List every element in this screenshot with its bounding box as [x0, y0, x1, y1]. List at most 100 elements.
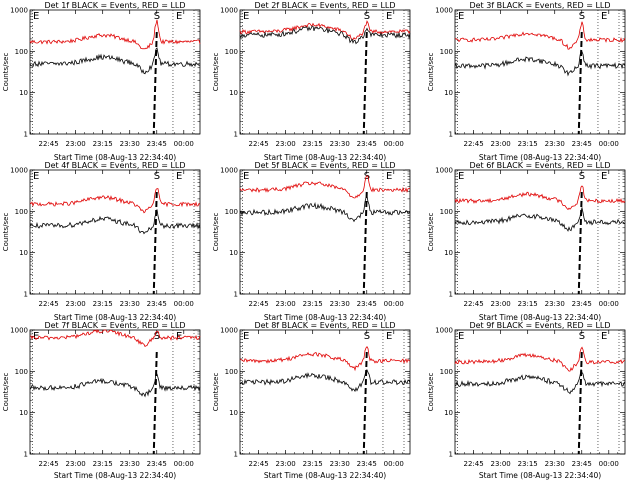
panel-title: Det 9f BLACK = Events, RED = LLD: [469, 321, 610, 330]
events-series-line: [454, 369, 626, 395]
x-tick-label: 23:15: [93, 460, 113, 468]
x-tick-label: 23:30: [120, 300, 140, 308]
detector-panel: Det 2f BLACK = Events, RED = LLD Counts/s…: [212, 1, 411, 162]
y-tick-label: 100: [15, 208, 28, 216]
x-tick-label: 22:45: [464, 300, 484, 308]
marker-label-S: S: [154, 331, 160, 342]
events-series-line: [239, 195, 411, 223]
marker-label-E: E: [601, 331, 607, 342]
y-tick-label: 1: [234, 451, 238, 459]
panel-title: Det 3f BLACK = Events, RED = LLD: [469, 1, 610, 10]
x-tick-label: 23:30: [120, 460, 140, 468]
x-tick-label: 23:15: [93, 140, 113, 148]
x-tick-label: 22:45: [249, 140, 269, 148]
x-tick-label: 00:00: [174, 300, 194, 308]
plot-frame: [29, 329, 201, 455]
y-tick-label: 1: [449, 131, 453, 139]
x-axis-label: Start Time (08-Aug-13 22:34:40): [264, 471, 386, 480]
detector-panel: Det 4f BLACK = Events, RED = LLD Counts/s…: [2, 161, 201, 322]
x-tick-label: 23:00: [491, 140, 511, 148]
plot-frame: [454, 169, 626, 295]
x-tick-label: 22:45: [249, 460, 269, 468]
events-series-line: [29, 209, 201, 235]
plot-frame: [29, 169, 201, 295]
lld-series-line: [29, 329, 201, 347]
plot-frame: [454, 329, 626, 455]
x-tick-label: 22:45: [464, 460, 484, 468]
flare-dashed-line: [577, 31, 583, 135]
marker-label-E: E: [243, 11, 249, 22]
x-tick-label: 23:45: [147, 460, 167, 468]
y-tick-label: 10: [444, 409, 453, 417]
y-tick-label: 100: [225, 368, 238, 376]
x-tick-label: 22:45: [249, 300, 269, 308]
y-tick-label: 10: [229, 409, 238, 417]
x-tick-label: 23:15: [518, 460, 538, 468]
events-series-line: [454, 206, 626, 232]
panel-title: Det 1f BLACK = Events, RED = LLD: [44, 1, 185, 10]
y-axis-label: Counts/sec: [2, 53, 10, 92]
marker-label-E: E: [243, 331, 249, 342]
x-tick-label: 23:45: [572, 460, 592, 468]
x-tick-label: 23:45: [147, 300, 167, 308]
x-tick-label: 23:30: [330, 300, 350, 308]
x-tick-label: 23:45: [147, 140, 167, 148]
y-tick-label: 100: [440, 368, 453, 376]
y-tick-label: 1000: [435, 327, 453, 335]
lld-series-line: [29, 188, 201, 214]
y-tick-label: 10: [19, 89, 28, 97]
marker-label-E: E: [33, 11, 39, 22]
x-axis-label: Start Time (08-Aug-13 22:34:40): [264, 313, 386, 322]
x-tick-label: 00:00: [599, 460, 619, 468]
y-tick-label: 1000: [220, 327, 238, 335]
x-tick-label: 00:00: [384, 460, 404, 468]
x-tick-label: 23:00: [491, 460, 511, 468]
lld-series-line: [239, 345, 411, 372]
y-tick-label: 1: [24, 131, 28, 139]
lld-series-line: [454, 185, 626, 211]
marker-label-E: E: [601, 11, 607, 22]
y-tick-label: 1: [449, 451, 453, 459]
events-series-line: [239, 25, 411, 45]
x-tick-label: 23:15: [303, 460, 323, 468]
flare-dashed-line: [152, 191, 158, 295]
x-tick-label: 23:15: [518, 140, 538, 148]
plot-frame: [29, 9, 201, 135]
x-tick-label: 23:00: [276, 300, 296, 308]
y-tick-label: 1000: [435, 167, 453, 175]
flare-dashed-line: [577, 351, 583, 455]
panel-title: Det 6f BLACK = Events, RED = LLD: [469, 161, 610, 170]
y-tick-label: 10: [19, 409, 28, 417]
events-series-line: [29, 47, 201, 75]
lld-series-line: [239, 20, 411, 41]
y-tick-label: 10: [229, 89, 238, 97]
y-tick-label: 1000: [220, 7, 238, 15]
x-tick-label: 00:00: [174, 460, 194, 468]
marker-label-S: S: [364, 11, 370, 22]
y-tick-label: 1000: [435, 7, 453, 15]
y-tick-label: 1: [449, 291, 453, 299]
y-tick-label: 1: [234, 131, 238, 139]
flare-dashed-line: [577, 191, 583, 295]
panel-title: Det 7f BLACK = Events, RED = LLD: [44, 321, 185, 330]
x-tick-label: 22:45: [464, 140, 484, 148]
lld-series-line: [454, 346, 626, 372]
x-tick-label: 00:00: [599, 300, 619, 308]
x-tick-label: 23:15: [518, 300, 538, 308]
y-tick-label: 100: [225, 48, 238, 56]
marker-label-E: E: [458, 171, 464, 182]
marker-label-E: E: [386, 171, 392, 182]
detector-panel: Det 9f BLACK = Events, RED = LLD Counts/s…: [427, 321, 626, 480]
y-tick-label: 100: [15, 368, 28, 376]
marker-label-E: E: [601, 171, 607, 182]
y-tick-label: 100: [440, 48, 453, 56]
y-axis-label: Counts/sec: [427, 213, 435, 252]
plot-frame: [239, 9, 411, 135]
marker-label-E: E: [243, 171, 249, 182]
y-tick-label: 1000: [10, 7, 28, 15]
flare-dashed-line: [152, 31, 158, 135]
x-axis-label: Start Time (08-Aug-13 22:34:40): [479, 313, 601, 322]
panel-title: Det 2f BLACK = Events, RED = LLD: [254, 1, 395, 10]
